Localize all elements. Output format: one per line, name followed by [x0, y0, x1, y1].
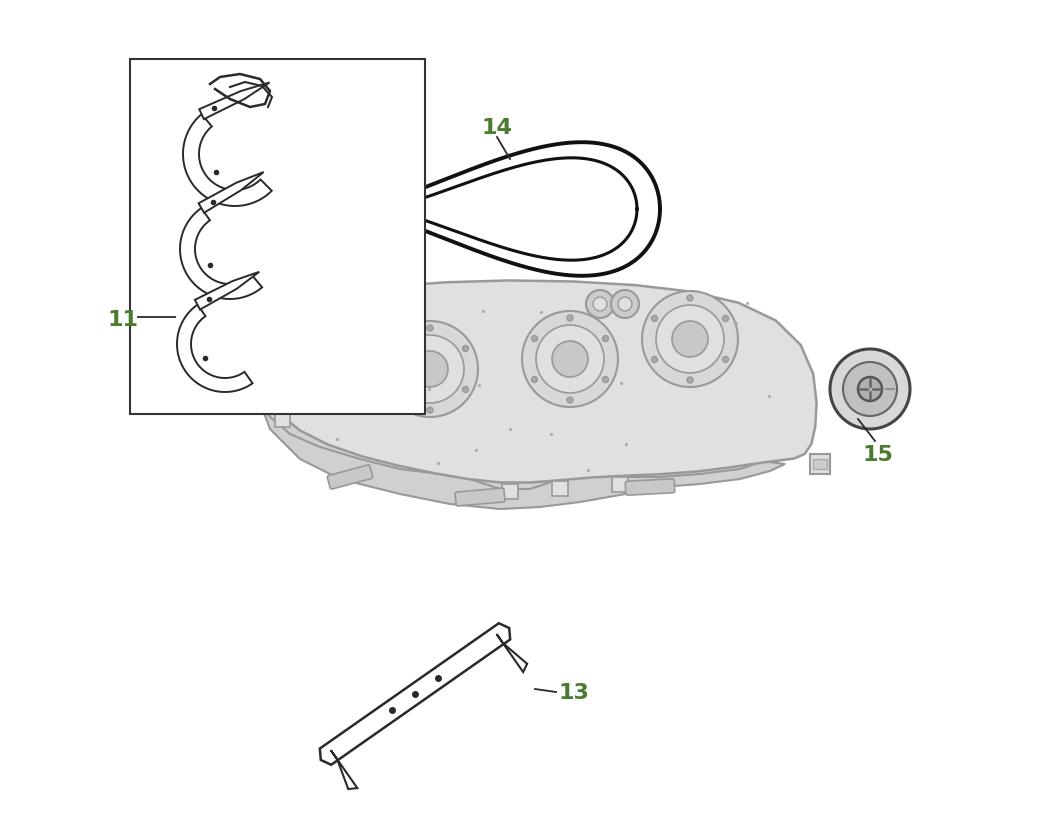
Circle shape	[392, 387, 397, 393]
Polygon shape	[810, 455, 830, 475]
Circle shape	[593, 298, 607, 312]
Polygon shape	[180, 208, 263, 299]
Circle shape	[586, 290, 614, 318]
Circle shape	[522, 312, 618, 408]
Circle shape	[427, 326, 433, 332]
Polygon shape	[199, 84, 270, 120]
Circle shape	[392, 346, 397, 352]
Circle shape	[396, 336, 464, 404]
Polygon shape	[813, 460, 827, 470]
Circle shape	[618, 298, 632, 312]
Text: 11: 11	[107, 309, 138, 330]
Circle shape	[567, 398, 573, 404]
Circle shape	[603, 377, 609, 383]
Circle shape	[687, 295, 693, 302]
Circle shape	[687, 378, 693, 384]
Circle shape	[651, 316, 658, 322]
Circle shape	[412, 351, 448, 388]
Polygon shape	[497, 634, 527, 672]
Circle shape	[536, 326, 604, 394]
Circle shape	[722, 316, 729, 322]
Polygon shape	[264, 281, 816, 483]
Circle shape	[656, 306, 724, 374]
Polygon shape	[177, 305, 252, 393]
Circle shape	[642, 292, 738, 388]
Circle shape	[463, 387, 468, 393]
Circle shape	[427, 408, 433, 414]
Circle shape	[463, 346, 468, 352]
Circle shape	[858, 378, 882, 402]
Circle shape	[672, 322, 708, 357]
FancyBboxPatch shape	[327, 466, 373, 490]
FancyBboxPatch shape	[625, 480, 675, 495]
Circle shape	[382, 322, 478, 418]
Circle shape	[532, 336, 538, 342]
Polygon shape	[320, 624, 510, 765]
Polygon shape	[502, 485, 518, 500]
Polygon shape	[183, 115, 272, 207]
Text: 15: 15	[863, 444, 894, 465]
Polygon shape	[612, 477, 628, 492]
Polygon shape	[130, 60, 425, 414]
Polygon shape	[258, 398, 785, 509]
Polygon shape	[195, 272, 259, 310]
Circle shape	[843, 362, 897, 417]
Polygon shape	[265, 347, 280, 362]
Polygon shape	[258, 381, 273, 398]
Circle shape	[567, 316, 573, 322]
Polygon shape	[330, 750, 357, 789]
Text: 14: 14	[482, 118, 513, 138]
Circle shape	[651, 357, 658, 363]
FancyBboxPatch shape	[455, 489, 505, 506]
Polygon shape	[275, 412, 290, 428]
Circle shape	[603, 336, 609, 342]
Circle shape	[552, 342, 588, 378]
Polygon shape	[199, 173, 264, 213]
Text: 13: 13	[558, 682, 589, 702]
Circle shape	[830, 350, 910, 429]
Circle shape	[532, 377, 538, 383]
Circle shape	[722, 357, 729, 363]
Circle shape	[611, 290, 639, 318]
Polygon shape	[552, 481, 568, 496]
